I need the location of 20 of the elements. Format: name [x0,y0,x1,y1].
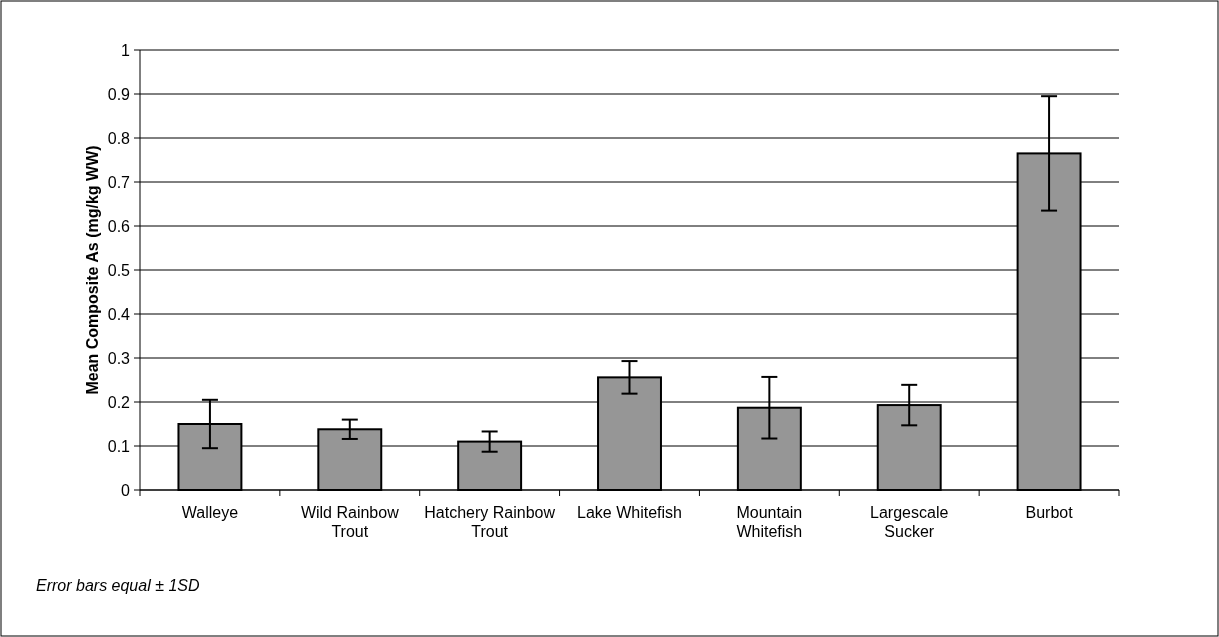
x-tick-label: Mountain Whitefish [736,504,803,540]
y-tick-label: 0.2 [107,393,131,411]
y-tick-label: 0.1 [107,437,131,455]
x-tick-label: Burbot [1025,504,1074,521]
y-tick-label: 0.4 [107,305,131,323]
y-tick-label: 0.6 [107,217,131,235]
y-tick-label: 0.3 [107,349,131,367]
text: Error bars equal ± 1SD [36,577,200,594]
y-tick-label: 0 [121,481,131,499]
y-axis-title: Mean Composite As (mg/kg WW) [84,145,101,395]
y-tick-label: 0.9 [107,85,131,103]
y-tick-label: 0.5 [107,261,131,279]
y-tick-label: 0.8 [107,129,131,147]
x-tick-label: Largescale Sucker [870,504,949,540]
x-tick-label: Hatchery Rainbow Trout [424,504,556,540]
y-tick-label: 0.7 [107,173,131,191]
y-tick-label: 1 [121,41,131,59]
x-tick-label: Lake Whitefish [577,504,682,521]
x-tick-label: Walleye [181,504,239,521]
x-tick-label: Wild Rainbow Trout [300,504,400,540]
